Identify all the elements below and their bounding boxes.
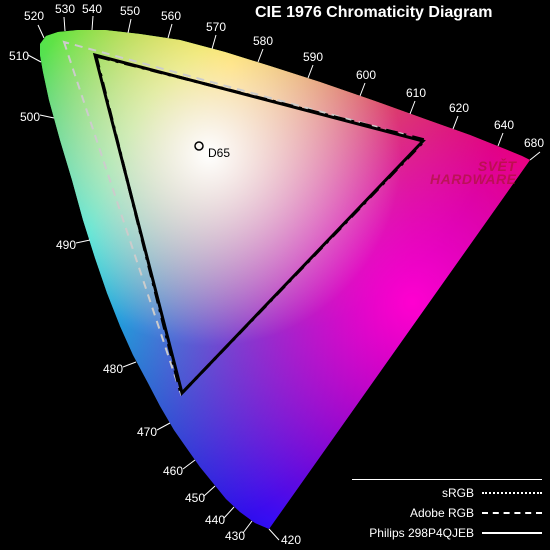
wavelength-label-460: 460 xyxy=(163,464,183,478)
wavelength-tick xyxy=(128,19,131,33)
wavelength-tick xyxy=(530,152,540,160)
wavelength-tick xyxy=(28,55,41,62)
wavelength-tick xyxy=(453,116,458,129)
wavelength-label-530: 530 xyxy=(55,2,75,16)
legend-separator xyxy=(352,479,542,480)
wavelength-tick xyxy=(183,460,195,469)
wavelength-tick xyxy=(123,362,136,367)
wavelength-label-520: 520 xyxy=(24,9,44,23)
wavelength-tick xyxy=(40,115,54,118)
diagram-svg xyxy=(0,0,550,550)
wavelength-label-480: 480 xyxy=(103,362,123,376)
wavelength-label-510: 510 xyxy=(9,49,29,63)
wavelength-label-580: 580 xyxy=(253,34,273,48)
wavelength-label-430: 430 xyxy=(225,529,245,543)
wavelength-tick xyxy=(258,49,263,62)
whitepoint-label: D65 xyxy=(208,146,230,160)
wavelength-label-470: 470 xyxy=(137,425,157,439)
wavelength-label-600: 600 xyxy=(356,68,376,82)
legend-swatch xyxy=(482,532,542,534)
wavelength-tick xyxy=(204,486,215,496)
wavelength-tick xyxy=(168,24,172,38)
wavelength-label-620: 620 xyxy=(449,101,469,115)
wavelength-tick xyxy=(308,65,313,78)
wavelength-label-640: 640 xyxy=(494,118,514,132)
wavelength-tick xyxy=(76,240,90,243)
wavelength-label-540: 540 xyxy=(82,2,102,16)
wavelength-label-590: 590 xyxy=(303,50,323,64)
wavelength-tick xyxy=(64,17,65,31)
legend: sRGB Adobe RGB Philips 298P4QJEB xyxy=(352,479,542,542)
diagram-title: CIE 1976 Chromaticity Diagram xyxy=(255,4,492,22)
legend-row: Adobe RGB xyxy=(352,504,542,522)
wavelength-label-560: 560 xyxy=(161,9,181,23)
wavelength-tick xyxy=(498,133,503,146)
wavelength-tick xyxy=(410,101,415,114)
wavelength-label-570: 570 xyxy=(206,20,226,34)
wavelength-label-610: 610 xyxy=(406,86,426,100)
wavelength-label-420: 420 xyxy=(281,533,301,547)
legend-label: sRGB xyxy=(442,486,474,500)
legend-label: Adobe RGB xyxy=(410,506,474,520)
wavelength-label-440: 440 xyxy=(205,513,225,527)
chromaticity-diagram: CIE 1976 Chromaticity Diagram 4204304404… xyxy=(0,0,550,550)
wavelength-tick xyxy=(92,16,93,30)
wavelength-label-450: 450 xyxy=(185,491,205,505)
legend-swatch xyxy=(482,512,542,514)
wavelength-tick xyxy=(157,423,170,430)
wavelength-tick xyxy=(360,83,365,96)
legend-swatch xyxy=(482,492,542,494)
legend-row: Philips 298P4QJEB xyxy=(352,524,542,542)
wavelength-label-550: 550 xyxy=(120,4,140,18)
wavelength-tick xyxy=(224,507,234,518)
wavelength-label-490: 490 xyxy=(56,238,76,252)
watermark-line2: HARDWARE xyxy=(430,173,516,186)
legend-row: sRGB xyxy=(352,484,542,502)
wavelength-tick xyxy=(38,25,44,38)
wavelength-tick xyxy=(212,35,216,49)
wavelength-tick xyxy=(269,529,279,540)
watermark: SVĚT HARDWARE xyxy=(430,160,516,185)
wavelength-label-500: 500 xyxy=(20,110,40,124)
legend-label: Philips 298P4QJEB xyxy=(369,526,474,540)
wavelength-label-680: 680 xyxy=(524,136,544,150)
